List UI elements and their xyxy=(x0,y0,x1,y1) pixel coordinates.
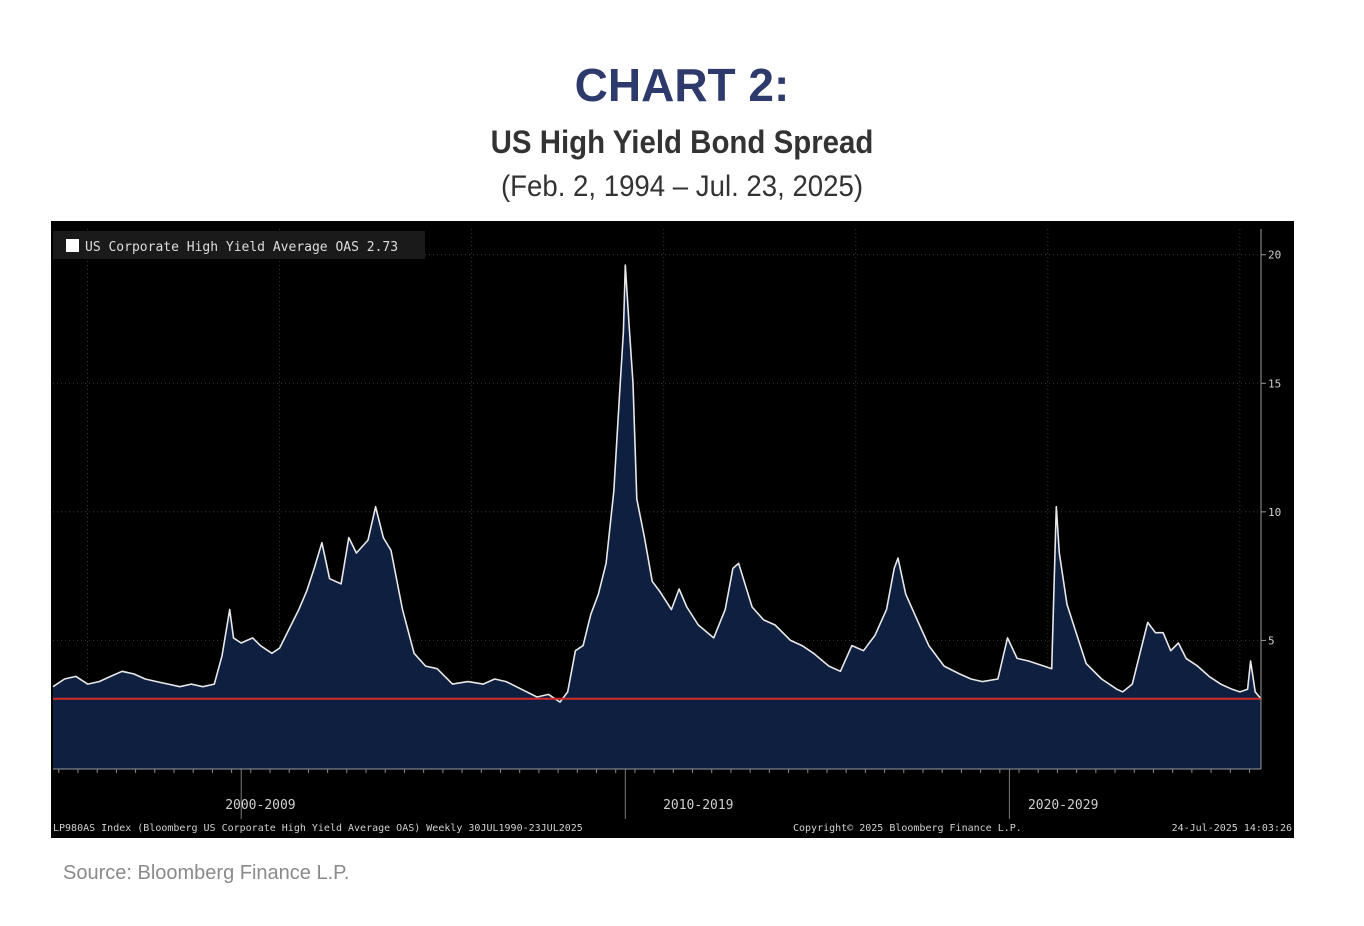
footer-index-note: LP980AS Index (Bloomberg US Corporate Hi… xyxy=(53,823,583,834)
legend-background xyxy=(53,231,425,259)
legend: US Corporate High Yield Average OAS 2.73 xyxy=(53,231,425,259)
y-tick-label: 20 xyxy=(1268,249,1281,262)
legend-label: US Corporate High Yield Average OAS 2.73 xyxy=(85,240,398,255)
x-tick-label: 2020-2029 xyxy=(1028,798,1098,813)
x-tick-label: 2000-2009 xyxy=(225,798,295,813)
chart-number: CHART 2: xyxy=(574,59,790,111)
chart-title: US High Yield Bond Spread xyxy=(490,124,874,160)
y-tick-label: 15 xyxy=(1268,377,1281,390)
y-tick-label: 5 xyxy=(1268,634,1275,647)
y-tick-label: 10 xyxy=(1268,506,1281,519)
chart-subtitle: (Feb. 2, 1994 – Jul. 23, 2025) xyxy=(500,170,864,203)
spread-line xyxy=(52,264,1262,703)
spread-area-fill xyxy=(53,265,1261,769)
spread-chart: 5 10 15 20 2000-2009 2010-2019 2020-2029 US Co… xyxy=(52,229,1292,834)
source-note: Source: Bloomberg Finance L.P. xyxy=(63,862,350,884)
footer-timestamp: 24-Jul-2025 14:03:26 xyxy=(1172,823,1292,834)
legend-swatch xyxy=(66,239,79,252)
chart-panel: 5 10 15 20 2000-2009 2010-2019 2020-2029 US Co… xyxy=(51,221,1294,838)
footer-copyright: Copyright© 2025 Bloomberg Finance L.P. xyxy=(793,823,1022,834)
x-tick-label: 2010-2019 xyxy=(663,798,733,813)
